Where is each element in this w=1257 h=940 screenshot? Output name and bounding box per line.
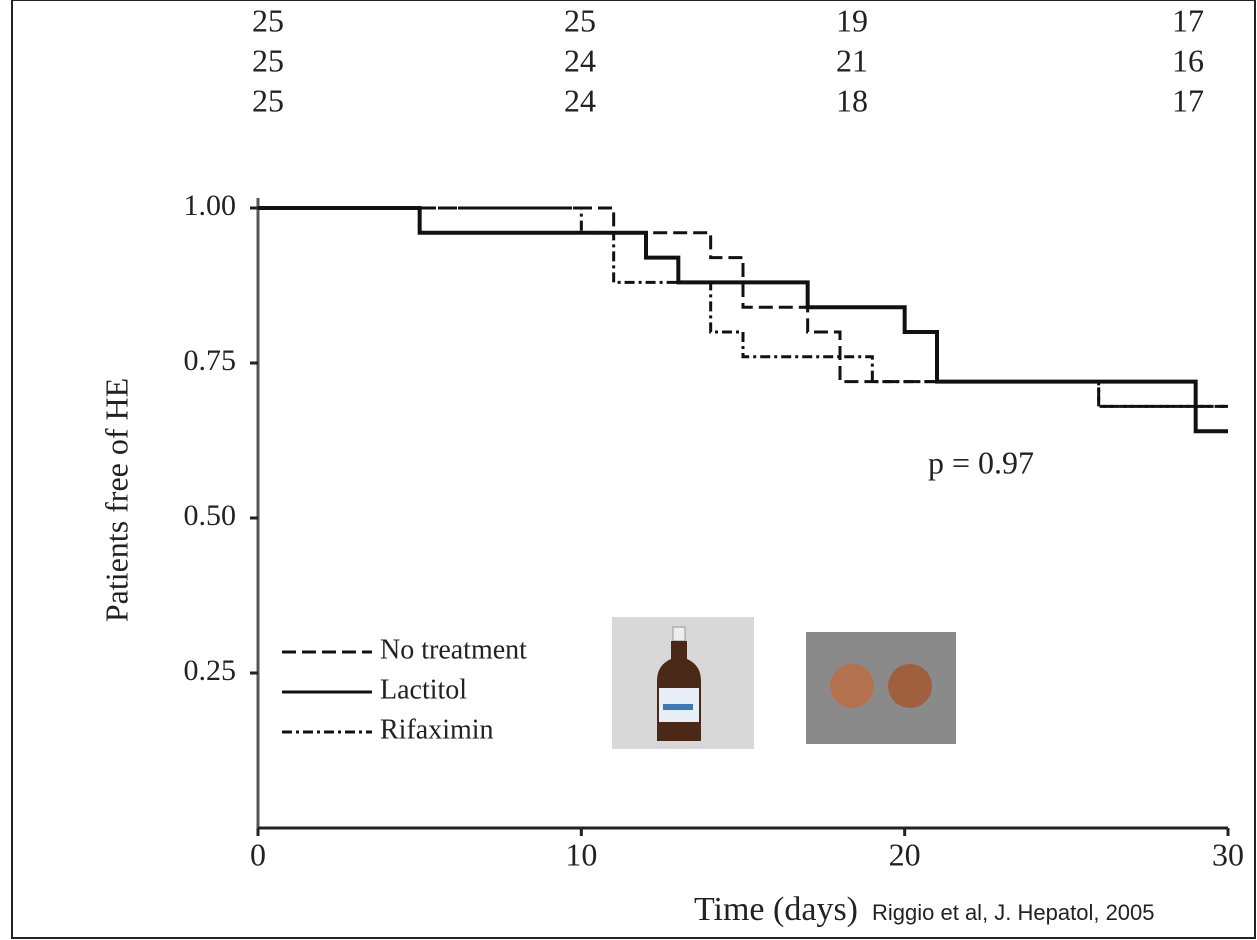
at-risk-count: 25 [252,82,284,118]
y-tick-label: 0.50 [184,499,237,532]
pills-image [806,632,956,744]
x-tick-label: 30 [1212,836,1244,872]
image-frame [11,0,1256,939]
at-risk-count: 25 [252,2,284,38]
legend-label: No treatment [380,634,527,665]
at-risk-count: 25 [564,2,596,38]
x-tick-label: 10 [565,836,597,872]
y-tick-label: 0.75 [184,344,237,377]
source: Riggio et al, J. Hepatol, 2005 [872,900,1155,925]
at-risk-count: 24 [564,82,596,118]
at-risk-count: 19 [836,2,868,38]
at-risk-count: 17 [1172,2,1204,38]
bottle-image [612,617,754,749]
legend-label: Lactitol [380,674,467,705]
x-tick-label: 0 [250,836,266,872]
y-axis-label: Patients free of HE [98,378,134,622]
x-tick-label: 20 [889,836,921,872]
at-risk-count: 24 [564,42,596,78]
at-risk-count: 21 [836,42,868,78]
at-risk-count: 16 [1172,42,1204,78]
x-axis-label: Time (days) [694,891,858,928]
at-risk-count: 18 [836,82,868,118]
at-risk-count: 17 [1172,82,1204,118]
p-value: p = 0.97 [928,444,1034,480]
at-risk-count: 25 [252,42,284,78]
legend-label: Rifaximin [380,714,494,745]
y-tick-label: 0.25 [184,654,237,687]
survival-curve [258,206,1228,408]
y-tick-label: 1.00 [184,189,237,222]
